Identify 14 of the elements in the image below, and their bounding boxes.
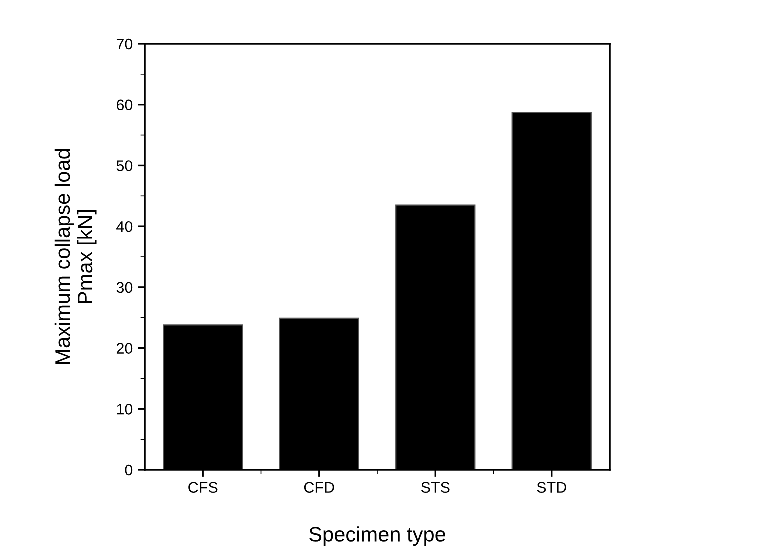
y-tick-label: 60 [116, 100, 133, 111]
x-tick-label: STS [421, 482, 450, 494]
x-axis-title: Specimen type [310, 526, 446, 546]
x-tick-label: CFD [304, 482, 334, 494]
x-tick-label: STD [537, 482, 566, 494]
y-axis-title: Maximum collapse load Pmax [kN] [54, 149, 97, 364]
y-tick-label: 20 [116, 343, 133, 354]
y-tick-label: 30 [116, 282, 133, 294]
y-tick-label: 10 [117, 404, 133, 415]
y-tick-label: 40 [116, 221, 133, 232]
y-tick-label: 70 [116, 38, 133, 50]
y-tick-label: 50 [116, 160, 133, 172]
y-tick-label: 0 [125, 464, 133, 476]
x-tick-label: CFS [188, 482, 218, 494]
